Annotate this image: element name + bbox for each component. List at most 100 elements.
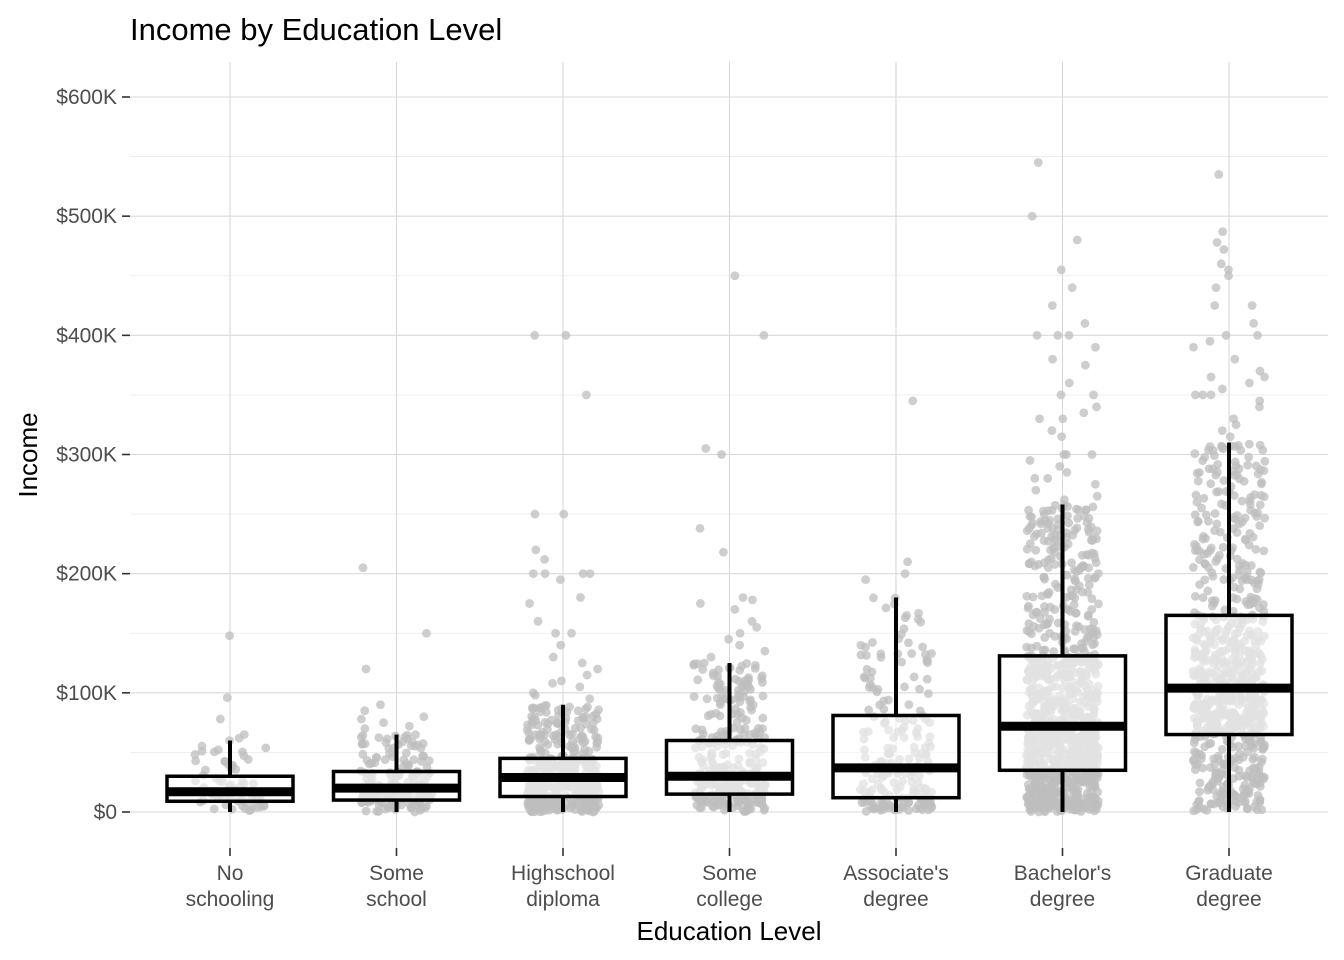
jitter-point (733, 796, 743, 806)
jitter-point (741, 806, 751, 816)
jitter-point (1199, 493, 1209, 503)
jitter-point (715, 685, 725, 694)
jitter-point (1081, 505, 1091, 515)
jitter-point (856, 640, 866, 650)
jitter-point (1246, 561, 1256, 570)
jitter-point (1024, 505, 1034, 515)
jitter-point (1052, 801, 1062, 811)
jitter-point (380, 755, 390, 765)
x-tick-label-line: No (217, 862, 244, 885)
x-tick-label-line: degree (1030, 888, 1095, 911)
outlier-point (548, 678, 557, 688)
jitter-point (1212, 487, 1222, 497)
y-tick-label: $300K (56, 444, 117, 467)
outlier-point (358, 563, 368, 573)
jitter-point (1022, 591, 1032, 601)
jitter-point (1208, 446, 1218, 455)
jitter-point (1251, 545, 1261, 554)
box-no-schooling (165, 740, 295, 812)
outlier-point (1031, 485, 1041, 495)
jitter-point (407, 802, 417, 812)
jitter-point (883, 695, 893, 705)
jitter-point (1190, 449, 1200, 458)
jitter-point (1048, 792, 1058, 802)
outlier-point (724, 634, 734, 644)
outlier-point (706, 652, 716, 662)
outlier-point (1059, 495, 1069, 505)
jitter-point (1214, 797, 1224, 806)
jitter-point (1237, 576, 1247, 586)
jitter-point (1253, 469, 1263, 479)
jitter-point (1045, 516, 1055, 525)
outlier-point (1032, 330, 1042, 340)
jitter-point (1188, 562, 1198, 572)
x-tick-label: Graduate degree (1185, 862, 1273, 911)
outlier-point (1206, 390, 1216, 400)
jitter-point (1239, 476, 1249, 486)
outlier-point (1225, 432, 1235, 442)
jitter-point (1257, 477, 1266, 487)
jitter-point (747, 705, 756, 715)
box-iqr (664, 738, 795, 796)
jitter-point (531, 716, 541, 725)
jitter-point (1084, 513, 1094, 523)
outlier-point (1214, 170, 1224, 179)
jitter-point (1039, 558, 1049, 568)
jitter-point (1043, 523, 1053, 533)
jitter-point (1022, 793, 1032, 803)
jitter-point (745, 730, 755, 739)
x-axis-title: Education Level (636, 916, 821, 946)
outlier-point (575, 682, 585, 692)
jitter-point (209, 804, 219, 814)
box-iqr (1164, 613, 1294, 737)
outlier-point (1062, 467, 1072, 477)
x-tick-label: Highschool diploma (511, 862, 615, 911)
jitter-point (1259, 772, 1269, 782)
outlier-point (696, 599, 705, 608)
jitter-point (1071, 576, 1080, 586)
jitter-point (1230, 753, 1240, 763)
jitter-point (1039, 509, 1049, 519)
jitter-point (1089, 617, 1099, 627)
outlier-point (361, 664, 371, 674)
jitter-point (862, 664, 872, 674)
jitter-point (1043, 618, 1053, 628)
jitter-point (1232, 554, 1242, 564)
outlier-point (1035, 414, 1044, 424)
outlier-point (735, 640, 744, 650)
jitter-point (1026, 521, 1036, 531)
jitter-point (745, 696, 755, 706)
jitter-point (1252, 512, 1262, 521)
x-tick-label-line: Associate's (843, 862, 949, 885)
jitter-point (384, 801, 394, 811)
jitter-point (1235, 565, 1244, 575)
outlier-point (1057, 432, 1067, 442)
jitter-point (1219, 476, 1229, 485)
outlier-point (747, 616, 757, 626)
outlier-point (593, 664, 603, 674)
jitter-point (1218, 542, 1228, 552)
outlier-point (719, 547, 728, 557)
jitter-point (1244, 439, 1254, 449)
jitter-point (1246, 505, 1256, 515)
outlier-point (530, 330, 540, 340)
outlier-point (1080, 319, 1090, 328)
jitter-point (411, 730, 420, 740)
jitter-point (879, 804, 889, 814)
outlier-point (530, 690, 540, 700)
jitter-point (1255, 500, 1265, 510)
jitter-point (699, 658, 709, 668)
x-tick-label-line: Graduate (1185, 862, 1273, 885)
jitter-point (362, 755, 372, 765)
jitter-point (881, 603, 891, 613)
jitter-point (862, 650, 871, 660)
outlier-point (1030, 473, 1040, 483)
jitter-point (1087, 594, 1097, 604)
jitter-point (1201, 534, 1210, 543)
jitter-point (1088, 502, 1098, 512)
outlier-point (1217, 426, 1227, 436)
outlier-point (1025, 456, 1035, 465)
jitter-point (922, 674, 932, 684)
jitter-point (1190, 510, 1200, 520)
outlier-point (861, 575, 870, 585)
